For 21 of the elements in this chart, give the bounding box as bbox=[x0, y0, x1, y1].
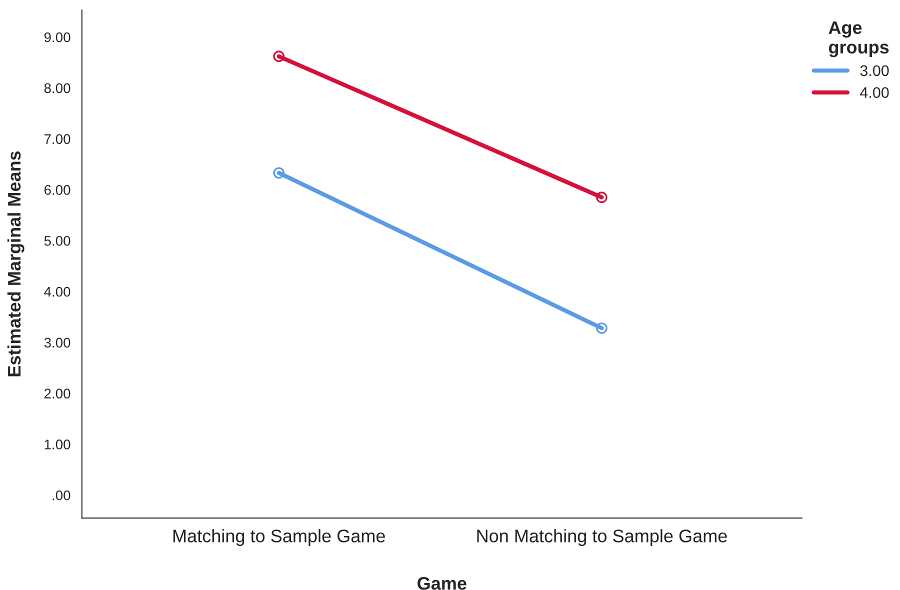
legend-label: 4.00 bbox=[860, 87, 889, 98]
y-tick-label: 3.00 bbox=[44, 338, 70, 348]
y-axis-title: Estimated Marginal Means bbox=[7, 151, 24, 376]
legend-title: Age groups bbox=[828, 21, 889, 58]
y-tick-label: 7.00 bbox=[44, 134, 70, 144]
point bbox=[273, 50, 285, 62]
y-tick-label: 2.00 bbox=[44, 388, 70, 398]
y-tick-label: 8.00 bbox=[44, 83, 70, 94]
y-tick-label: 1.00 bbox=[44, 440, 70, 450]
y-tick-label: .00 bbox=[52, 490, 70, 500]
point bbox=[596, 322, 608, 334]
x-axis-title: Game bbox=[418, 576, 466, 590]
x-tick-label: Non Matching to Sample Game bbox=[477, 529, 727, 546]
y-tick-label: 5.00 bbox=[44, 236, 70, 246]
legend-label: 3.00 bbox=[860, 65, 889, 76]
y-tick-label: 9.00 bbox=[44, 32, 70, 42]
y-tick-label: 4.00 bbox=[44, 286, 70, 297]
point bbox=[596, 192, 608, 204]
x-tick-label: Matching to Sample Game bbox=[173, 529, 385, 546]
point bbox=[273, 167, 285, 179]
y-tick-label: 6.00 bbox=[44, 185, 70, 195]
